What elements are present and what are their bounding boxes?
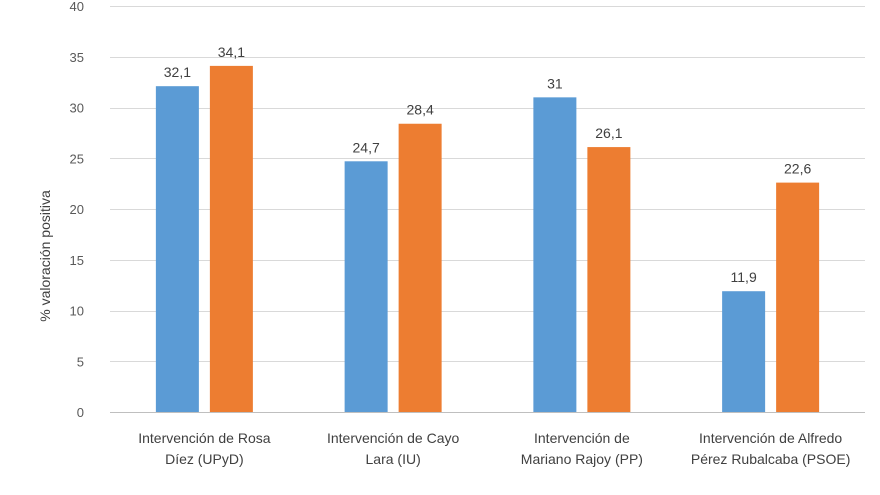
- bar-series-2: [776, 182, 820, 412]
- data-labels: 32,1 34,1 24,7 28,4 31 26,1 11,9 22,6: [164, 44, 812, 285]
- bar-series-2: [209, 65, 253, 412]
- category-label: Pérez Rubalcaba (PSOE): [691, 451, 851, 467]
- category-label: Intervención de Rosa: [138, 430, 271, 446]
- y-tick-label: 25: [70, 151, 84, 166]
- bar-series-1: [155, 86, 199, 412]
- y-tick-label: 0: [77, 405, 84, 420]
- y-tick-label: 35: [70, 50, 84, 65]
- y-tick-label: 20: [70, 202, 84, 217]
- bar-series-1: [533, 97, 577, 412]
- data-label: 24,7: [353, 139, 380, 155]
- data-label: 28,4: [407, 102, 434, 118]
- category-label: Lara (IU): [366, 451, 421, 467]
- data-label: 32,1: [164, 64, 191, 80]
- bar-series-1: [722, 291, 766, 412]
- y-tick-label: 15: [70, 253, 84, 268]
- data-label: 34,1: [218, 44, 245, 60]
- data-label: 11,9: [731, 269, 757, 285]
- y-axis-label: % valoración positiva: [37, 190, 53, 322]
- data-label: 31: [547, 75, 563, 91]
- bar-series-2: [587, 147, 631, 412]
- data-label: 22,6: [784, 161, 811, 177]
- bar-series-1: [344, 161, 388, 412]
- data-label: 26,1: [595, 125, 622, 141]
- category-label: Intervención de: [534, 430, 630, 446]
- y-tick-label: 40: [70, 0, 84, 14]
- category-label: Intervención de Alfredo: [699, 430, 842, 446]
- y-tick-label: 10: [70, 304, 84, 319]
- y-axis-ticks: 0 5 10 15 20 25 30 35 40: [70, 0, 84, 420]
- category-label: Díez (UPyD): [165, 451, 244, 467]
- category-label: Mariano Rajoy (PP): [521, 451, 643, 467]
- bar-series-2: [398, 123, 442, 413]
- y-tick-label: 5: [77, 354, 84, 369]
- category-labels: Intervención de Rosa Díez (UPyD) Intervenc…: [138, 430, 850, 467]
- y-tick-label: 30: [70, 101, 84, 116]
- bars: [155, 65, 820, 413]
- category-label: Intervención de Cayo: [327, 430, 460, 446]
